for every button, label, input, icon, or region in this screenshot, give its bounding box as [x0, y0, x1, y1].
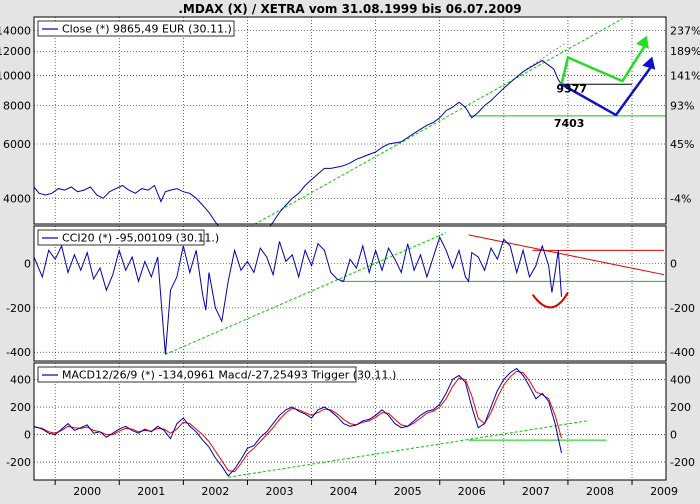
cci-panel: -400 -400 -200 -200 0 0 CCI20 (*) -95,00109 (3…: [6, 225, 695, 362]
blue-projection-arrow: [560, 65, 653, 117]
price-left-tick: 4000: [3, 192, 31, 205]
x-axis: 2000 2001 2002 2003 2004 2005 2006 2007 2008 2009: [54, 480, 678, 498]
cci-left-tick: -400: [6, 346, 31, 359]
macd-left-tick: 200: [10, 401, 31, 414]
cci-left-tick: 0: [24, 258, 31, 271]
price-left-tick: 10000: [0, 70, 31, 83]
x-tick-label: 2000: [73, 485, 101, 498]
macd-legend-label: MACD12/26/9 (*) -134,0961 Macd/-27,25493…: [62, 369, 396, 382]
cci-plot-area: [34, 226, 666, 361]
macd-legend-box: [37, 366, 357, 383]
price-right-tick: -4%: [670, 192, 691, 205]
cci-trendline: [165, 232, 447, 355]
price-legend-box: [37, 20, 235, 37]
macd-left-tick: 0: [24, 429, 31, 442]
cci-resistance-line: [468, 234, 665, 276]
cci-right-tick: -200: [670, 302, 695, 315]
price-left-tick: 12000: [0, 45, 31, 58]
cci-right-tick: 0: [670, 258, 677, 271]
price-right-tick: 141%: [670, 70, 700, 83]
cci-left-tick: -200: [6, 302, 31, 315]
price-border: [33, 16, 667, 225]
cci-series-line: [33, 235, 562, 355]
macd-right-tick: -200: [670, 456, 695, 469]
annotation-9377: 9377: [556, 82, 587, 95]
x-tick-label: 2007: [522, 485, 550, 498]
price-trendline: [227, 18, 623, 240]
x-tick-label: 2002: [201, 485, 229, 498]
macd-right-tick: 0: [670, 429, 677, 442]
x-tick-label: 2009: [650, 485, 678, 498]
chart-title: .MDAX (X) / XETRA vom 31.08.1999 bis 06.…: [178, 2, 521, 16]
price-left-tick: 14000: [0, 25, 31, 38]
cci-legend-label: CCI20 (*) -95,00109 (30.11.): [62, 232, 219, 245]
green-arrowhead: [635, 35, 649, 49]
price-legend-label: Close (*) 9865,49 EUR (30.11.): [62, 23, 232, 36]
price-right-tick: 189%: [670, 45, 700, 58]
macd-left-tick: 400: [10, 374, 31, 387]
macd-border: [33, 362, 667, 481]
price-right-tick: 93%: [670, 100, 694, 113]
macd-right-tick: 400: [670, 374, 691, 387]
price-series-line: [33, 59, 562, 240]
x-tick-label: 2006: [458, 485, 486, 498]
price-panel: 4000 -4% 6000 45% 8000 93% 10000 141% 12000 189% 1…: [0, 16, 700, 240]
macd-plot-area: [34, 363, 666, 480]
macd-left-tick: -200: [6, 456, 31, 469]
macd-trendline: [228, 420, 588, 478]
macd-panel: -200 -200 0 0 200 200 400 400 MACD12/26/9 (*) -1…: [6, 362, 695, 481]
x-tick-label: 2004: [330, 485, 358, 498]
price-left-tick: 8000: [3, 100, 31, 113]
cci-legend-box: [37, 229, 205, 246]
price-right-tick: 45%: [670, 138, 694, 151]
macd-series-line: [33, 367, 562, 477]
x-tick-label: 2003: [265, 485, 293, 498]
blue-arrowhead: [642, 56, 656, 70]
cci-border: [33, 225, 667, 362]
x-tick-label: 2008: [586, 485, 614, 498]
cci-right-tick: -400: [670, 346, 695, 359]
cci-red-arc: [531, 291, 569, 309]
annotation-7403: 7403: [554, 117, 585, 130]
price-right-tick: 237%: [670, 25, 700, 38]
macd-right-tick: 200: [670, 401, 691, 414]
macd-trigger-line: [33, 370, 562, 473]
x-tick-label: 2005: [394, 485, 422, 498]
price-left-tick: 6000: [3, 138, 31, 151]
x-tick-label: 2001: [137, 485, 165, 498]
green-projection-arrow: [560, 45, 646, 85]
